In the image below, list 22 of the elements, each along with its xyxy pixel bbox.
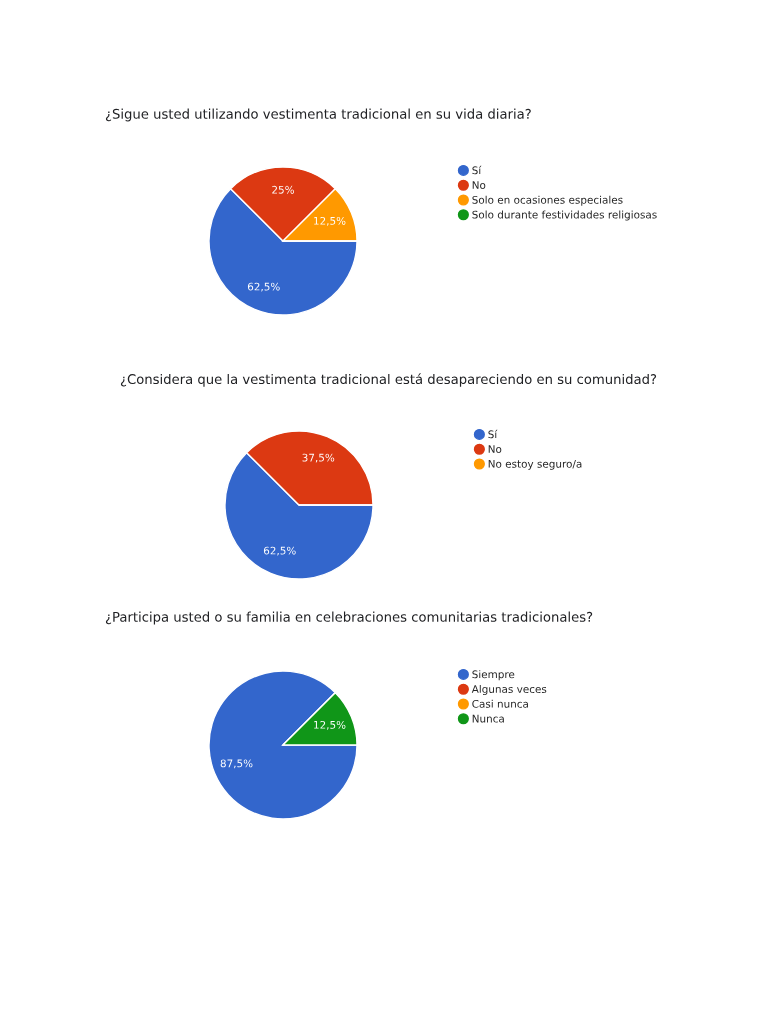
data-label: 12,5%	[314, 216, 346, 226]
legend-label: Solo durante festividades religiosas	[472, 210, 657, 221]
legend-label: Casi nunca	[472, 699, 528, 708]
data-label: 62,5%	[263, 546, 296, 556]
legend-label: Solo en ocasiones especiales	[472, 195, 623, 206]
data-label: 62,5%	[247, 282, 280, 292]
legend-label: Siempre	[472, 670, 515, 681]
data-label: 37,5%	[302, 453, 335, 463]
chart-title: ¿Sigue usted utilizando vestimenta tradicional en su vida diaria?	[105, 108, 531, 122]
legend-label: No	[488, 445, 502, 453]
data-label: 25%	[272, 185, 294, 194]
legend-label: No	[472, 181, 486, 189]
pie-slice	[208, 670, 358, 820]
legend-label: Algunas veces	[471, 684, 547, 696]
chart-title: ¿Participa usted o su familia en celebraciones comunitarias tradicionales?	[105, 611, 593, 625]
legend-label: No estoy seguro/a	[488, 460, 582, 470]
data-label: 12,5%	[314, 720, 346, 730]
chart-title: ¿Considera que la vestimenta tradicional está desapareciendo en su comunidad?	[120, 373, 657, 387]
data-label: 87,5%	[220, 759, 253, 769]
legend-label: Sí	[488, 429, 498, 439]
legend-label: Nunca	[472, 714, 504, 723]
legend-label: Sí	[472, 165, 482, 175]
